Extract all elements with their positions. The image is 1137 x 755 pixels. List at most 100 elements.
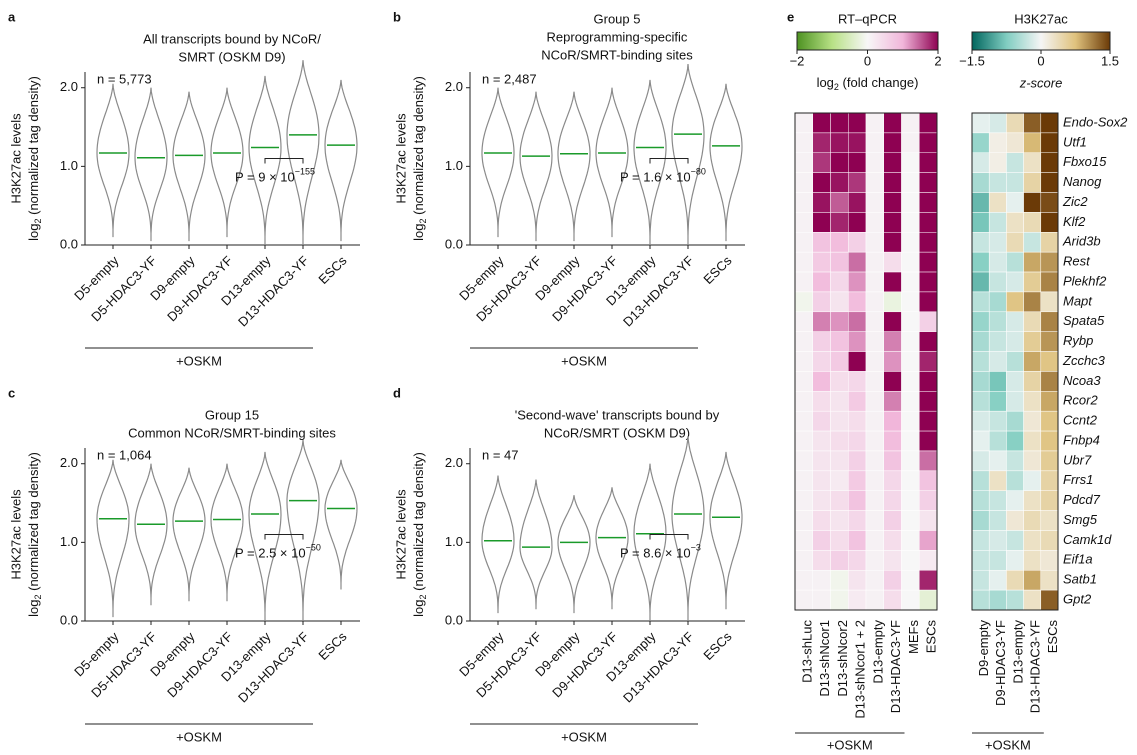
violin xyxy=(633,463,667,621)
heatmap-cell xyxy=(1023,112,1042,134)
heatmap-cell xyxy=(1023,192,1042,213)
row-label: Ubr7 xyxy=(1063,452,1092,467)
x-tick-label: D9-HDAC3-YF xyxy=(549,629,620,700)
heatmap-cell xyxy=(812,331,831,352)
heatmap-cell xyxy=(988,530,1007,551)
row-label: Klf2 xyxy=(1063,214,1086,229)
group-label: +OSKM xyxy=(176,353,222,368)
heatmap-cell xyxy=(901,550,920,571)
heatmap-cell xyxy=(901,351,920,372)
y-label-sub: 2 xyxy=(418,218,428,223)
heatmap-cell xyxy=(830,490,849,511)
column-label: D9-empty xyxy=(976,620,991,677)
heatmap-cell xyxy=(883,192,902,213)
heatmap-cell xyxy=(812,430,831,452)
heatmap-cell xyxy=(971,192,990,213)
heatmap-cell xyxy=(971,569,990,591)
heatmap-cell xyxy=(919,391,938,412)
heatmap-cell xyxy=(848,550,867,571)
heatmap-cell xyxy=(848,510,867,531)
heatmap-cell xyxy=(794,271,813,293)
heatmap-cell xyxy=(865,311,884,332)
heatmap-cell xyxy=(1040,371,1059,392)
heatmap-cell xyxy=(1006,589,1024,611)
colorbar-tick-label: −2 xyxy=(790,53,805,68)
chart-title: Reprogramming-specific xyxy=(547,29,688,44)
heatmap-cell xyxy=(1023,172,1042,193)
heatmap-cell xyxy=(1040,192,1059,213)
heatmap-cell xyxy=(883,510,902,531)
chart-title: Common NCoR/SMRT-binding sites xyxy=(128,425,336,440)
heatmap-cell xyxy=(848,271,867,293)
heatmap-cell xyxy=(830,232,849,253)
y-label-text: log xyxy=(26,224,41,241)
row-label: Camk1d xyxy=(1063,532,1112,547)
heatmap-cell xyxy=(794,490,813,511)
y-label: log2 (normalized tag density) xyxy=(411,452,428,617)
heatmap-cell xyxy=(919,371,938,392)
heatmap-cell xyxy=(1023,212,1042,233)
heatmap-cell xyxy=(1023,569,1042,591)
heatmap-cell xyxy=(1023,391,1042,412)
heatmap-cell xyxy=(1040,271,1059,293)
heatmap-cell xyxy=(830,430,849,452)
panel-letter: b xyxy=(393,9,401,24)
p-annotation: P = 8.6 × 10−3 xyxy=(620,543,701,561)
chart-title: Group 5 xyxy=(594,11,641,26)
heatmap-cell xyxy=(830,391,849,412)
y-label-sub: 2 xyxy=(33,218,43,223)
heatmap-cell xyxy=(812,271,831,293)
heatmap-cell xyxy=(988,490,1007,511)
y-tick-label: 0.0 xyxy=(60,236,78,251)
column-label: ESCs xyxy=(1045,620,1060,654)
heatmap-cell xyxy=(830,410,849,432)
row-label: Fbxo15 xyxy=(1063,154,1107,169)
heatmap-cell xyxy=(919,510,938,531)
heatmap-cell xyxy=(971,271,990,293)
heatmap-cell xyxy=(812,192,831,213)
heatmap-cell xyxy=(1006,569,1024,591)
violin xyxy=(210,463,244,602)
heatmap-cell xyxy=(971,351,990,372)
heatmap-cell xyxy=(901,172,920,193)
x-tick-label: D13-HDAC3-YF xyxy=(620,253,697,330)
heatmap-cell xyxy=(988,232,1007,253)
colorbar-tick-label: 0 xyxy=(864,53,871,68)
heatmap-cell xyxy=(812,172,831,193)
heatmap-cell xyxy=(1040,351,1059,372)
heatmap-cell xyxy=(1006,251,1024,273)
row-label: Zcchc3 xyxy=(1062,353,1106,368)
heatmap-cell xyxy=(919,212,938,233)
heatmap-cell xyxy=(971,232,990,253)
y-label-text: log xyxy=(411,600,426,617)
heatmap-cell xyxy=(1023,530,1042,551)
heatmap-cell xyxy=(812,530,831,551)
heatmap-cell xyxy=(901,430,920,452)
heatmap-cell xyxy=(988,391,1007,412)
column-label: ESCs xyxy=(924,620,939,654)
heatmap-cell xyxy=(901,331,920,352)
heatmap-cell xyxy=(848,450,867,472)
heatmap-cell xyxy=(794,152,813,173)
heatmap-cell xyxy=(919,132,938,154)
heatmap-cell xyxy=(988,450,1007,472)
heatmap-cell xyxy=(1023,450,1042,472)
y-tick-label: 2.0 xyxy=(60,79,78,94)
x-tick-label: D13-HDAC3-YF xyxy=(235,253,312,330)
heatmap-cell xyxy=(812,450,831,472)
heatmap-cell xyxy=(848,251,867,273)
x-tick-label: D9-HDAC3-YF xyxy=(549,253,620,324)
heatmap-cell xyxy=(883,351,902,372)
violin xyxy=(286,60,320,245)
heatmap-cell xyxy=(848,391,867,412)
heatmap-cell xyxy=(901,569,920,591)
heatmap-cell xyxy=(988,172,1007,193)
chart-title: 'Second-wave' transcripts bound by xyxy=(515,407,720,422)
heatmap-cell xyxy=(883,410,902,432)
heatmap-cell xyxy=(812,112,831,134)
x-tick-label: D13-HDAC3-YF xyxy=(235,629,312,706)
heatmap-cell xyxy=(901,112,920,134)
colorbar xyxy=(971,31,1111,51)
heatmap-cell xyxy=(1023,132,1042,154)
heatmap-cell xyxy=(794,311,813,332)
